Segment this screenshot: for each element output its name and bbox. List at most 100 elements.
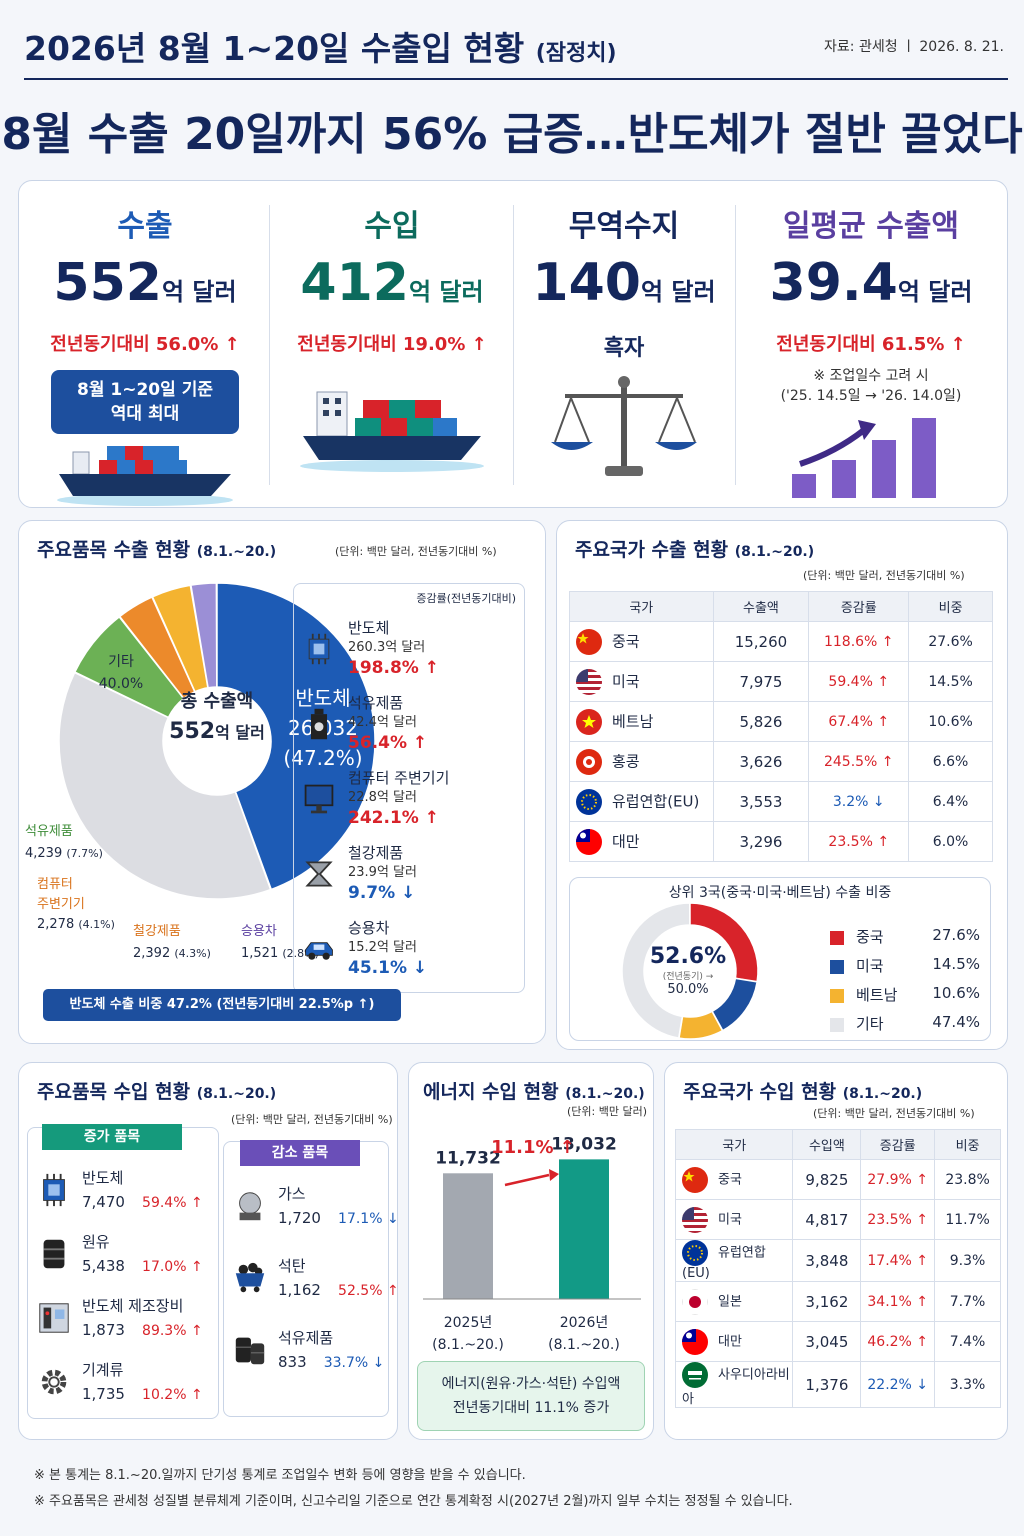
oil-bottle-icon	[310, 708, 328, 740]
kpi-export: 수출 552억 달러 전년동기대비 56.0% ↑ 8월 1~20일 기준 역대 …	[19, 181, 271, 506]
import-item-change: 17.0% ↑	[142, 1259, 203, 1275]
container-ship-icon	[300, 391, 484, 472]
table-row: 대만 3,045 46.2% ↑ 7.4%	[674, 1321, 1001, 1362]
import-item-amount: 1,162	[278, 1281, 321, 1299]
import-country-header: 비중	[934, 1129, 1001, 1160]
export-country-change: 245.5% ↑	[808, 741, 910, 782]
export-change-item-amount: 15.2억 달러	[348, 940, 417, 955]
barrel-icon	[43, 1239, 65, 1269]
top3-center: 52.6% (전년동기) → 50.0%	[638, 944, 738, 997]
kpi-import-change: 전년동기대비 19.0% ↑	[297, 334, 487, 355]
export-country-share: 14.5%	[908, 661, 993, 702]
energy-bar-period: (8.1.~20.)	[548, 1337, 620, 1353]
export-country-amount: 5,826	[712, 701, 810, 742]
slice-label-petro: 석유제품 4,239 (7.7%)	[25, 824, 103, 861]
import-country-country: 일본	[674, 1281, 794, 1322]
energy-unit: (단위: 백만 달러)	[567, 1105, 648, 1118]
export-country-share: 6.0%	[908, 821, 993, 862]
import-item: 반도체 7,470 59.4% ↑	[36, 1166, 216, 1216]
import-items-unit: (단위: 백만 달러, 전년동기대비 %)	[231, 1113, 393, 1126]
decrease-label: 감소 품목	[240, 1140, 360, 1166]
export-country-country: 미국	[569, 661, 714, 702]
import-country-share: 23.8%	[934, 1159, 1001, 1200]
import-item-change: 10.2% ↑	[142, 1387, 203, 1403]
export-change-item-change: 56.4% ↑	[348, 733, 428, 753]
flag-tw-icon	[682, 1328, 708, 1355]
flag-sa-icon	[682, 1362, 708, 1388]
kpi-balance: 무역수지 140억 달러 흑자	[513, 181, 735, 501]
import-item-change: 89.3% ↑	[142, 1323, 203, 1339]
import-item-amount: 833	[278, 1353, 307, 1371]
export-country-change: 118.6% ↑	[808, 621, 910, 662]
import-item-amount: 1,720	[278, 1209, 321, 1227]
export-change-item-amount: 23.9억 달러	[348, 865, 417, 880]
legend-swatch	[830, 988, 844, 1003]
import-country-change: 23.5% ↑	[860, 1199, 936, 1240]
flag-vn-icon	[576, 708, 602, 735]
energy-title: 에너지 수입 현황 (8.1.~20.)	[423, 1081, 645, 1103]
export-country-country: 유럽연합(EU)	[569, 781, 714, 822]
import-item-name: 원유	[82, 1233, 110, 1251]
import-item-change: 59.4% ↑	[142, 1195, 203, 1211]
export-change-item-change: 198.8% ↑	[348, 658, 439, 678]
table-row: 중국 15,260 118.6% ↑ 27.6%	[569, 621, 993, 662]
import-country-change: 17.4% ↑	[860, 1239, 936, 1282]
record-badge: 8월 1~20일 기준 역대 최대	[51, 370, 239, 434]
footnote-2: ※ 주요품목은 관세청 성질별 분류체계 기준이며, 신고수리일 기준으로 연간…	[34, 1494, 793, 1509]
top3-donut-chart	[621, 902, 759, 1040]
export-change-item-name: 석유제품	[348, 694, 404, 712]
change-list-title: 증감률(전년동기대비)	[416, 592, 516, 605]
export-change-item-amount: 42.4억 달러	[348, 715, 417, 730]
export-country-header: 국가	[569, 591, 714, 622]
top3-center-value: 52.6%	[649, 944, 727, 969]
export-country-amount: 15,260	[712, 621, 810, 662]
energy-bar-label: 2025년	[444, 1315, 493, 1331]
top3-donut-slice-4	[621, 902, 691, 1039]
table-row: 중국 9,825 27.9% ↑ 23.8%	[674, 1159, 1001, 1200]
import-item-name: 반도체	[82, 1169, 124, 1187]
import-item-change: 33.7% ↓	[323, 1355, 385, 1371]
top3-center-prev: 50.0%	[667, 982, 709, 997]
import-country-amount: 3,162	[792, 1281, 862, 1322]
import-country-amount: 1,376	[792, 1361, 862, 1408]
top3-box: 상위 3국(중국·미국·베트남) 수출 비중 52.6% (전년동기) → 50…	[569, 877, 991, 1041]
flag-jp-icon	[682, 1288, 708, 1315]
kpi-daily-value: 39.4억 달러	[769, 253, 973, 313]
import-country-share: 7.4%	[934, 1321, 1001, 1362]
kpi-import-title: 수입	[364, 209, 420, 244]
export-country-amount: 3,296	[712, 821, 810, 862]
export-change-item-change: 9.7% ↓	[348, 883, 416, 903]
energy-summary-line2: 전년동기대비 11.1% 증가	[452, 1400, 610, 1416]
import-item-amount: 1,873	[82, 1321, 125, 1339]
import-country-change: 46.2% ↑	[860, 1321, 936, 1362]
import-country-header: 수입액	[792, 1129, 862, 1160]
import-items-title: 주요품목 수입 현황 (8.1.~20.)	[37, 1081, 277, 1103]
import-country-amount: 9,825	[792, 1159, 862, 1200]
import-country-country: 대만	[674, 1321, 794, 1362]
export-country-country: 홍콩	[569, 741, 714, 782]
import-country-share: 3.3%	[934, 1361, 1001, 1408]
import-item: 반도체 제조장비 1,873 89.3% ↑	[36, 1294, 216, 1344]
growth-arrow-icon	[504, 1173, 550, 1187]
kpi-balance-title: 무역수지	[568, 209, 680, 244]
energy-growth-label: 11.1% ↑	[491, 1137, 575, 1158]
slice-label-steel: 철강제품 2,392 (4.3%)	[133, 924, 211, 961]
export-country-change: 67.4% ↑	[808, 701, 910, 742]
kpi-panel: 수출 552억 달러 전년동기대비 56.0% ↑ 8월 1~20일 기준 역대 …	[18, 180, 1008, 508]
export-country-country: 중국	[569, 621, 714, 662]
flag-cn-icon	[682, 1166, 708, 1193]
energy-bar-1	[443, 1173, 493, 1299]
kpi-balance-status: 흑자	[603, 336, 645, 361]
table-row: 베트남 5,826 67.4% ↑ 10.6%	[569, 701, 993, 742]
export-change-item-name: 반도체	[348, 619, 390, 637]
kpi-balance-value: 140억 달러	[532, 253, 716, 313]
import-country-country: 미국	[674, 1199, 794, 1240]
import-country-header: 증감률	[860, 1129, 936, 1160]
export-change-item-amount: 260.3억 달러	[348, 640, 426, 655]
steel-icon	[305, 861, 333, 887]
import-country-amount: 3,848	[792, 1239, 862, 1282]
export-countries-table: 국가 수출액 증감률 비중 중국 15,260 118.6% ↑ 27.6% 미국 7…	[569, 591, 993, 862]
headline: 8월 수출 20일까지 56% 급증…반도체가 절반 끌었다	[1, 109, 1023, 160]
kpi-import-value: 412억 달러	[300, 253, 484, 313]
energy-bar-value: 11,732	[435, 1148, 501, 1168]
